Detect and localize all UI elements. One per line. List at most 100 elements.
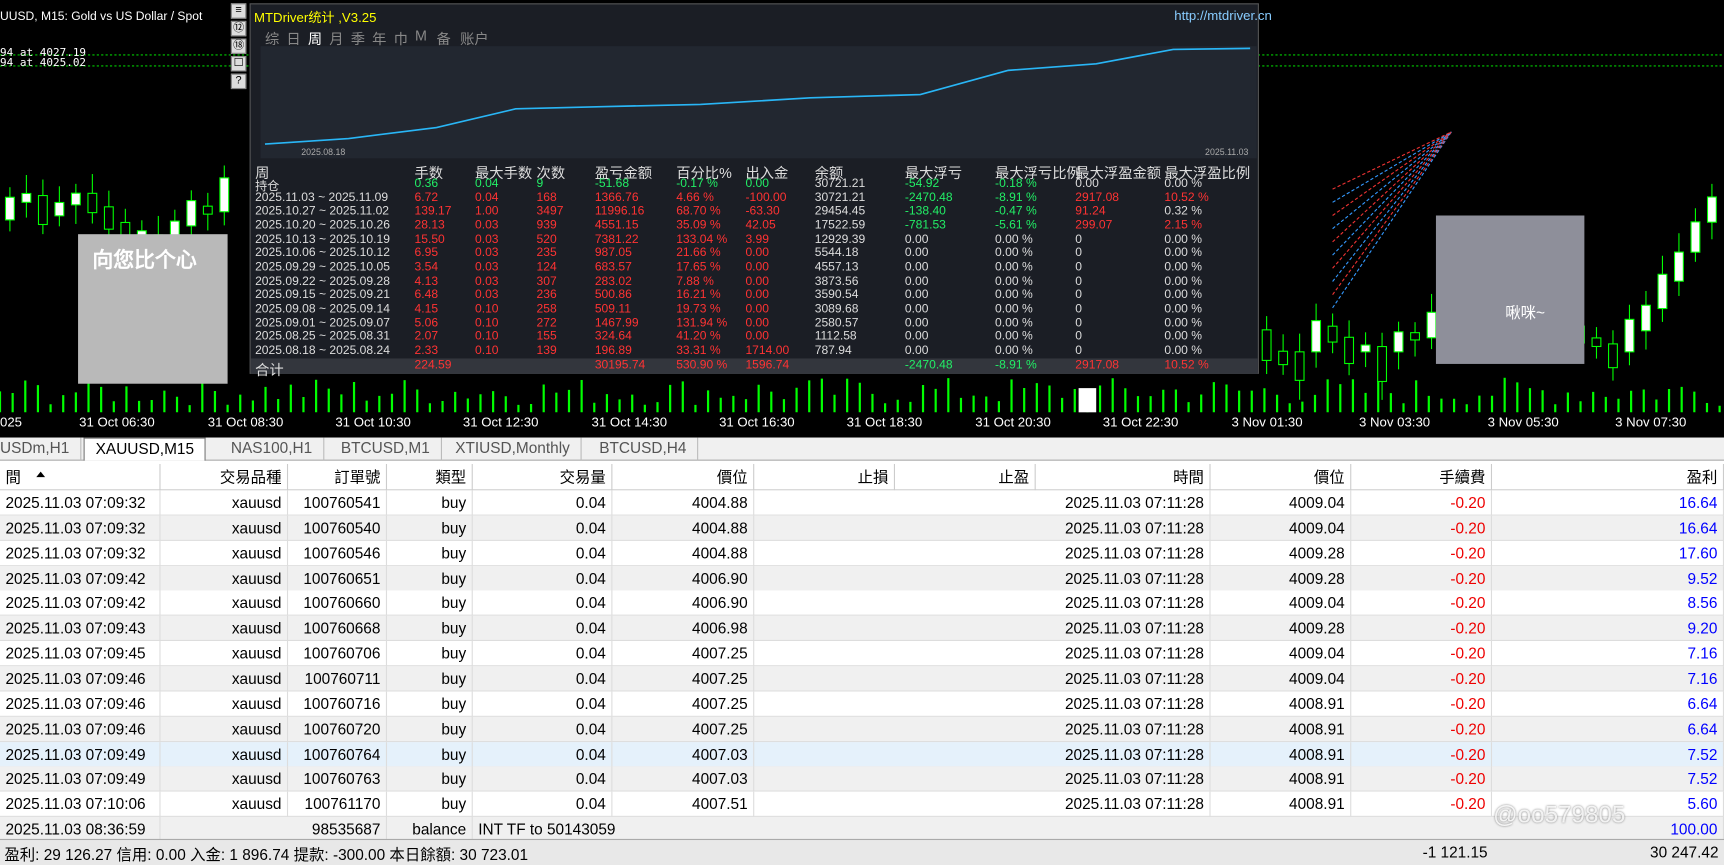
trade-cell: 2025.11.03 08:36:59 [0,816,161,843]
chart-tab[interactable]: XAUUSD,M15 [83,437,207,461]
chart-button[interactable]: ☐ [230,56,247,72]
column-header[interactable]: 止損 [754,463,895,491]
panel-row-label: 2025.08.18 ~ 2025.08.24 [255,344,390,358]
chart-button[interactable]: ⑫ [230,20,247,37]
panel-tab[interactable]: 季 [350,30,366,48]
panel-cell: 0.36 [414,177,439,191]
panel-tab[interactable]: 巾 [393,30,408,48]
panel-cell: 0.03 [474,274,499,288]
candle [1641,304,1651,332]
panel-cell: 2.33 [414,344,439,358]
trade-cell: 4009.28 [1211,540,1352,566]
column-header[interactable]: 時間 [1036,463,1211,491]
panel-tab[interactable]: 月 [329,30,344,48]
trade-cell: 2025.11.03 07:09:46 [0,691,161,717]
chart-button[interactable]: ⑱ [230,38,247,54]
time-label: 3 Nov 05:30 [1487,414,1559,430]
curve-date: 2025.11.03 [1205,147,1249,158]
panel-tab[interactable]: 年 [372,30,387,48]
candle [1410,332,1421,341]
panel-cell: 0 [1075,302,1083,316]
panel-tab[interactable]: 账户 [460,30,489,48]
tab-bar [0,437,1724,461]
chart-tab[interactable]: NAS100,H1 [220,437,325,461]
panel-cell: 41.20 % [676,330,721,344]
panel-cell: 0 [1075,316,1083,330]
trade-cell: 4006.90 [612,590,755,617]
column-header[interactable]: 價位 [612,463,755,491]
trade-line [1332,131,1452,282]
column-header[interactable]: 訂單號 [288,463,388,491]
panel-cell: 9 [536,177,544,191]
trade-cell: 2025.11.03 07:09:43 [0,615,161,642]
panel-cell: 10.52 % [1164,190,1209,205]
trade-cell: 100760541 [288,490,388,516]
panel-cell: 0.03 [474,246,499,260]
column-header[interactable]: 止盈 [895,463,1036,491]
trade-line [1332,131,1452,269]
chart-tab[interactable]: BTCUSD,H4 [588,437,699,461]
panel-tab[interactable]: M [415,27,427,44]
panel-tab[interactable]: 备 [436,30,451,48]
trade-cell: buy [387,791,473,818]
candle [54,201,65,217]
trade-cell: 4007.25 [612,691,755,717]
column-header[interactable]: 交易量 [473,463,613,491]
trade-cell: xauusd [161,766,289,793]
panel-tab[interactable]: 日 [286,30,301,48]
panel-cell: 0.00 % [1164,274,1203,288]
candle [1608,343,1618,369]
column-header[interactable]: 交易品種 [161,463,289,491]
trade-cell: 100760660 [288,590,388,617]
panel-cell: 155 [536,330,557,344]
panel-row-label: 2025.11.03 ~ 2025.11.09 [255,190,389,205]
panel-cell: 299.07 [1075,218,1113,232]
panel-cell: 4551.15 [594,218,639,232]
panel-cell: 6.95 [414,246,439,260]
panel-header: 周 [255,164,270,182]
column-header[interactable]: 手續費 [1351,463,1493,491]
commission-total: -1 121.15 [1422,843,1488,861]
panel-header: 最大浮盈金额 [1075,164,1162,182]
summary: 盈利: 29 126.27 信用: 0.00 入金: 1 896.74 提款: … [4,845,529,864]
panel-cell: 787.94 [814,344,852,358]
scroll-thumb [1078,388,1097,413]
panel-cell: 0.03 [474,288,499,302]
trade-table: 間交易品種 訂單號 類型 交易量 價位 止損 止盈 時間 價位 手續費 盈利 2025.11.03 0… [0,463,1724,843]
trade-cell: 4006.98 [612,615,755,642]
trade-cell: 2025.11.03 07:09:49 [0,741,161,767]
trade-cell: buy [387,590,473,617]
price-label: 94 at 4027.19 [0,47,87,60]
trade-cell: 2025.11.03 07:09:32 [0,515,161,541]
trade-cell: 16.64 [1492,515,1724,541]
column-header[interactable]: 類型 [387,463,473,491]
panel-cell: 5.06 [414,316,439,330]
column-header[interactable]: 價位 [1211,463,1352,491]
time-label: 31 Oct 06:30 [79,414,155,430]
time-label: 025 [0,414,23,430]
trade-cell: 2025.11.03 07:11:28 [1036,666,1211,692]
profit-total: 30 247.42 [1650,843,1719,861]
panel-cell: 0.32 % [1164,204,1203,219]
sticker-text: 向您比个心 [92,249,197,273]
panel-cell: 4557.13 [814,260,859,274]
panel-cell: 139.17 [414,204,452,219]
trade-cell: balance [387,816,473,843]
chart-tab[interactable]: BTCUSD,M1 [330,437,442,461]
panel-tab[interactable]: 周 [307,30,323,48]
chart-tab[interactable]: USDm,H1 [0,437,82,461]
chart-button[interactable]: ? [230,73,247,90]
column-header[interactable]: 盈利 [1492,463,1724,491]
trade-cell: xauusd [161,691,289,717]
trade-cell: 0.04 [473,490,613,516]
candle [1360,344,1371,353]
panel-tab[interactable]: 综 [264,30,280,48]
chart-button[interactable]: ≡ [230,3,247,19]
column-header[interactable]: 間 [0,463,161,491]
trade-cell: 100760540 [288,515,388,541]
trade-cell: buy [387,490,473,516]
chart-tab[interactable]: XTIUSD,Monthly [444,437,582,461]
panel-cell: 0.00 [745,330,770,344]
panel-cell: 0.00 % [995,302,1033,316]
candle [1278,350,1289,366]
